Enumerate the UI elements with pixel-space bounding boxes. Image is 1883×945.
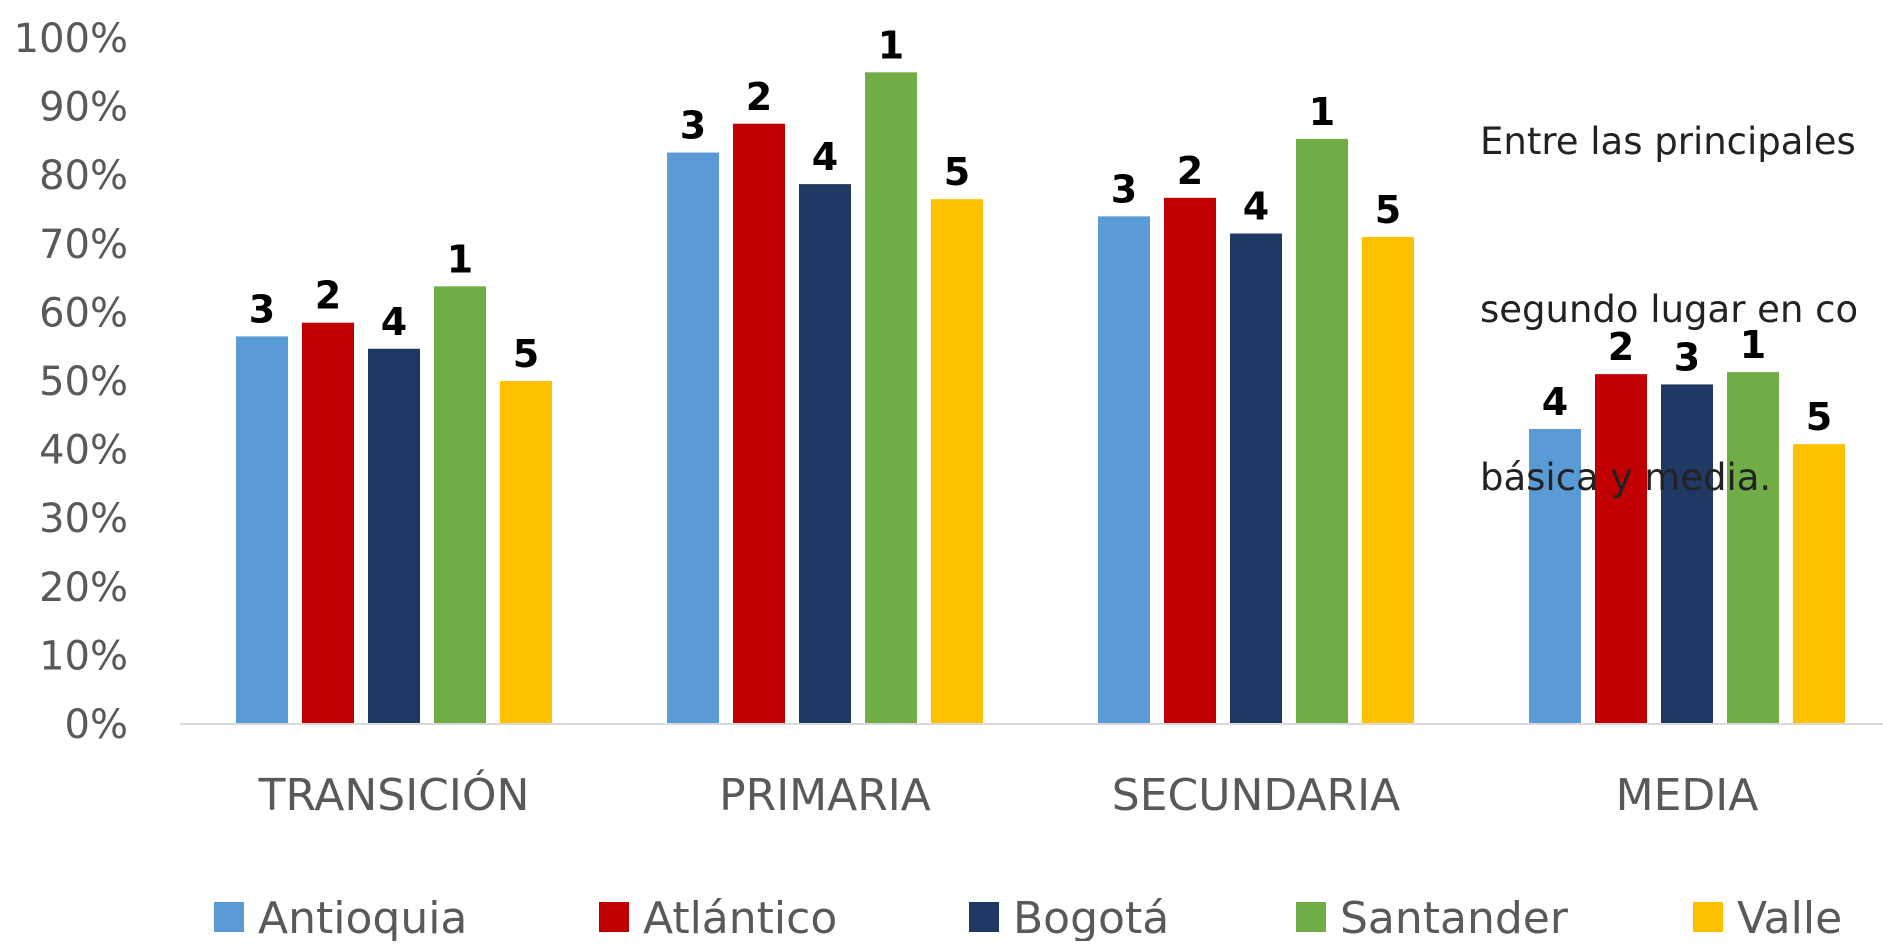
data-label: 5	[1806, 395, 1832, 439]
data-label: 1	[1740, 323, 1766, 367]
legend-label: Atlántico	[643, 893, 837, 941]
legend-swatch	[1693, 902, 1723, 932]
bar	[865, 72, 917, 725]
bar	[302, 322, 354, 724]
bar	[236, 336, 288, 724]
bar	[1661, 384, 1713, 724]
bar	[500, 381, 552, 724]
bar	[799, 184, 851, 725]
side-note-line-2: segundo lugar en co	[1480, 288, 1859, 331]
legend-label: Santander	[1340, 893, 1569, 941]
legend-swatch	[1296, 902, 1326, 932]
legend-label: Valle	[1737, 893, 1842, 941]
data-label: 1	[878, 23, 904, 67]
data-label: 3	[1674, 335, 1700, 379]
y-tick-label: 90%	[39, 85, 128, 131]
bar	[1296, 138, 1348, 725]
data-label: 4	[381, 300, 407, 344]
data-label: 1	[1309, 90, 1335, 134]
data-label: 3	[680, 104, 706, 148]
data-label: 4	[1542, 380, 1568, 424]
bar	[733, 123, 785, 724]
bars	[236, 72, 1845, 725]
data-label: 3	[1111, 167, 1137, 211]
bar	[1595, 374, 1647, 724]
y-tick-label: 80%	[39, 153, 128, 199]
y-tick-label: 50%	[39, 359, 128, 405]
legend-swatch	[969, 902, 999, 932]
bar	[667, 152, 719, 724]
bar	[1230, 233, 1282, 724]
bar	[1529, 429, 1581, 724]
bar	[931, 199, 983, 724]
y-tick-label: 10%	[39, 633, 128, 679]
legend: Antioquia Atlántico Bogotá Santander Valle	[214, 893, 1842, 944]
category-label: PRIMARIA	[719, 770, 931, 821]
data-label: 5	[513, 332, 539, 376]
y-tick-label: 40%	[39, 428, 128, 474]
data-label: 4	[812, 135, 838, 179]
y-tick-label: 0%	[65, 702, 128, 748]
y-tick-label: 30%	[39, 496, 128, 542]
y-tick-label: 70%	[39, 222, 128, 268]
category-label: MEDIA	[1616, 770, 1759, 821]
bar	[1727, 372, 1779, 724]
bar	[434, 286, 486, 724]
side-note-line-3: básica y media.	[1480, 456, 1772, 499]
data-label: 2	[1177, 149, 1203, 193]
legend-label: Antioquia	[258, 893, 467, 941]
legend-swatch	[214, 902, 244, 932]
data-label: 5	[1375, 188, 1401, 232]
bar	[1098, 216, 1150, 725]
data-label: 3	[249, 287, 275, 331]
data-label: 5	[944, 150, 970, 194]
x-axis: TRANSICIÓN PRIMARIA SECUNDARIA MEDIA	[258, 768, 1759, 821]
data-label: 1	[447, 237, 473, 281]
bar	[368, 348, 420, 724]
category-label: TRANSICIÓN	[258, 768, 530, 821]
category-label: SECUNDARIA	[1112, 770, 1400, 821]
data-label: 2	[1608, 325, 1634, 369]
y-tick-label: 60%	[39, 290, 128, 336]
legend-label: Bogotá	[1013, 893, 1169, 941]
legend-swatch	[599, 902, 629, 932]
bar	[1164, 197, 1216, 724]
side-note: Entre las principales segundo lugar en c…	[1480, 2, 1883, 562]
bar	[1362, 236, 1414, 724]
data-label: 2	[315, 274, 341, 318]
y-tick-label: 20%	[39, 565, 128, 611]
data-label: 4	[1243, 185, 1269, 229]
bar	[1793, 444, 1845, 724]
data-label: 2	[746, 75, 772, 119]
y-tick-label: 100%	[14, 16, 128, 62]
side-note-line-1: Entre las principales	[1480, 120, 1856, 163]
y-axis: 0% 10% 20% 30% 40% 50% 60% 70% 80% 90% 100%	[14, 16, 128, 748]
